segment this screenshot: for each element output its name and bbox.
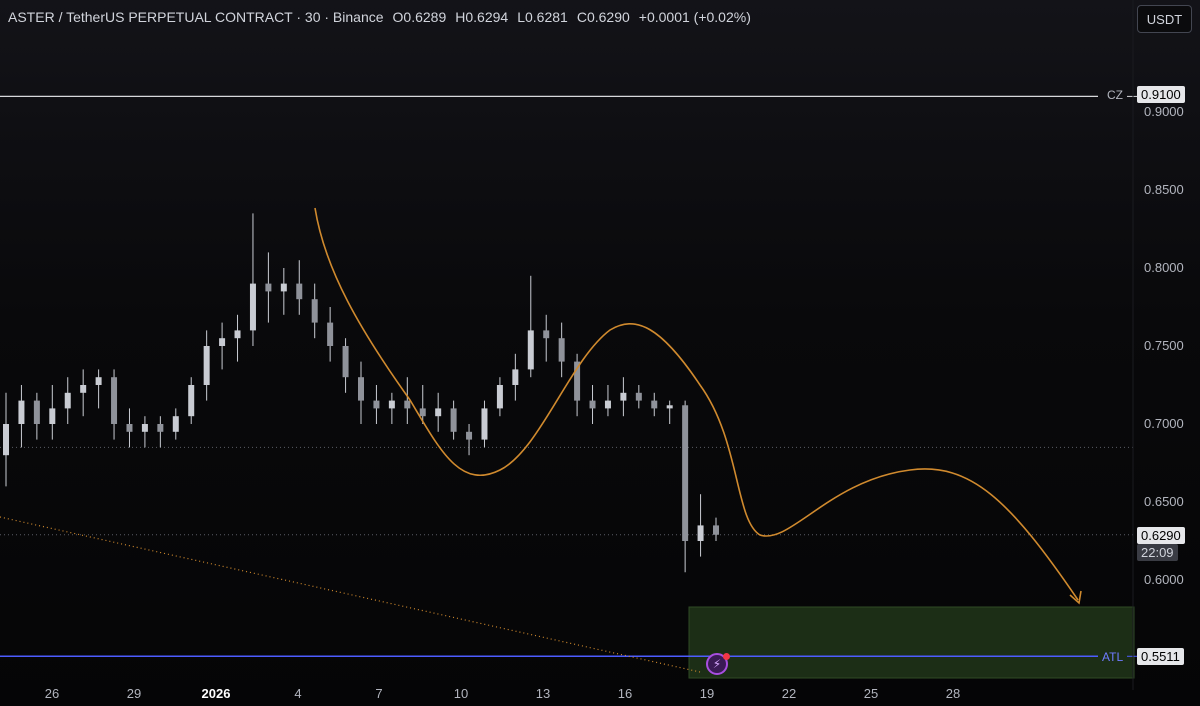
- x-tick-label: 29: [126, 686, 142, 701]
- y-tick-label: 0.9000: [1144, 104, 1184, 119]
- lightning-icon[interactable]: ⚡: [706, 653, 728, 675]
- atl-price-tag: 0.5511: [1137, 648, 1184, 665]
- low-value: 0.6281: [525, 9, 568, 25]
- close-label: C: [576, 9, 587, 25]
- candle-body: [172, 416, 179, 432]
- candle-body: [80, 385, 87, 393]
- candle-body: [635, 392, 642, 401]
- candle-body: [512, 369, 519, 385]
- candle-body: [203, 346, 210, 385]
- candle-body: [219, 338, 226, 346]
- candle-body: [311, 299, 318, 323]
- notification-dot-icon: [723, 653, 730, 660]
- x-tick-label: 7: [375, 686, 383, 701]
- x-tick-label-year: 2026: [201, 686, 231, 701]
- ohlc-legend: ASTER / TetherUS PERPETUAL CONTRACT · 30…: [8, 9, 751, 25]
- low-label: L: [517, 9, 525, 25]
- descending-trendline: [0, 516, 701, 673]
- candle-body: [188, 385, 195, 417]
- candle-body: [466, 431, 473, 440]
- candle-body: [574, 361, 581, 401]
- symbol-title[interactable]: ASTER / TetherUS PERPETUAL CONTRACT · 30…: [8, 9, 384, 25]
- x-tick-label: 16: [617, 686, 633, 701]
- candle-body: [419, 408, 426, 417]
- y-tick-label: 0.6000: [1144, 572, 1184, 587]
- high-value: 0.6294: [465, 9, 509, 25]
- y-tick-label: 0.6500: [1144, 494, 1184, 509]
- candle-body: [435, 408, 442, 417]
- target-zone-box: [688, 606, 1135, 679]
- y-tick-label: 0.8000: [1144, 260, 1184, 275]
- x-tick-label: 25: [863, 686, 879, 701]
- currency-unit-button[interactable]: USDT: [1137, 5, 1192, 33]
- candle-body: [265, 283, 272, 292]
- candle-body: [327, 322, 334, 346]
- candle-body: [280, 283, 287, 292]
- candle-body: [342, 346, 349, 378]
- open-label: O: [392, 9, 404, 25]
- candle-body: [404, 400, 411, 409]
- candle-body: [358, 377, 364, 401]
- candle-body: [558, 338, 565, 362]
- atl-line-label: ATL: [1102, 650, 1124, 664]
- candle-body: [666, 405, 673, 409]
- candle-body: [527, 330, 534, 370]
- x-tick-label: 28: [945, 686, 961, 701]
- open-value: 0.6289: [403, 9, 447, 25]
- candle-body: [157, 424, 164, 432]
- close-value: 0.6290: [586, 9, 630, 25]
- candle-body: [496, 385, 503, 409]
- candle-body: [49, 408, 56, 424]
- change-value: +0.0001 (+0.02%): [638, 9, 751, 25]
- candle-body: [141, 424, 148, 432]
- candle-body: [604, 400, 611, 409]
- candle-body: [3, 424, 9, 456]
- candle-body: [682, 405, 689, 541]
- projection-arrowhead: [1069, 590, 1082, 605]
- cz-price-tag: 0.9100: [1137, 86, 1185, 103]
- candle-body: [111, 377, 118, 424]
- candle-body: [697, 525, 704, 541]
- x-tick-label: 19: [699, 686, 715, 701]
- candle-body: [296, 283, 303, 300]
- bar-countdown: 22:09: [1137, 544, 1178, 561]
- candle-body: [64, 392, 71, 409]
- candle-body: [388, 400, 395, 409]
- y-tick-label: 0.7000: [1144, 416, 1184, 431]
- candle-body: [18, 400, 25, 424]
- x-tick-label: 10: [453, 686, 469, 701]
- high-label: H: [455, 9, 466, 25]
- candle-body: [620, 392, 627, 401]
- candle-body: [33, 400, 40, 424]
- x-tick-label: 26: [44, 686, 60, 701]
- y-tick-label: 0.8500: [1144, 182, 1184, 197]
- candle-body: [234, 330, 241, 339]
- cz-line-label: CZ: [1107, 88, 1123, 102]
- candle-body: [126, 424, 133, 432]
- candle-body: [651, 400, 658, 409]
- x-tick-label: 22: [781, 686, 797, 701]
- candle-body: [589, 400, 596, 409]
- candle-body: [373, 400, 380, 409]
- candle-body: [450, 408, 457, 432]
- y-tick-label: 0.7500: [1144, 338, 1184, 353]
- candle-body: [481, 408, 488, 440]
- projection-path: [314, 207, 1079, 601]
- x-tick-label: 4: [294, 686, 302, 701]
- last-price-tag: 0.6290: [1137, 527, 1185, 544]
- x-tick-label: 13: [535, 686, 551, 701]
- candle-body: [713, 525, 719, 535]
- candle-body: [249, 283, 256, 331]
- candle-body: [95, 377, 102, 385]
- candle-body: [543, 330, 550, 339]
